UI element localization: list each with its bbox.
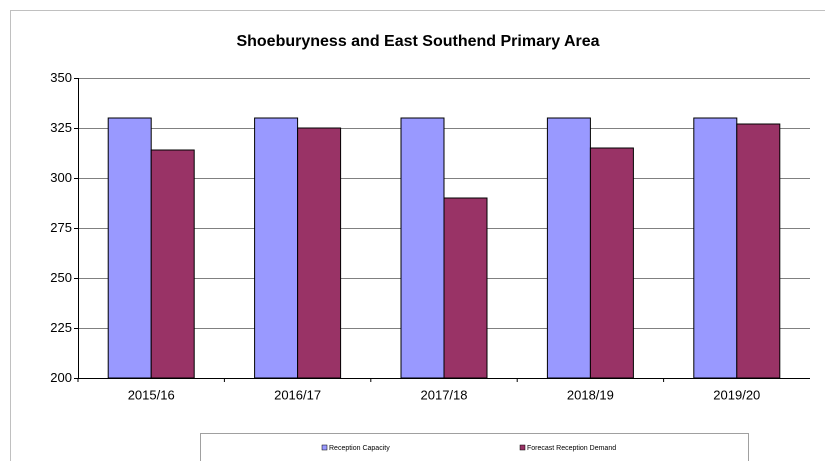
chart-title: Shoeburyness and East Southend Primary A… [236,33,599,50]
x-tick-label: 2015/16 [128,387,175,402]
bar [589,147,634,379]
bar [736,123,781,379]
legend-label: Forecast Reception Demand [527,445,616,452]
bar [443,197,488,379]
y-tick-label: 200 [50,370,72,385]
y-tick-label: 350 [50,70,72,85]
bar [546,117,591,379]
y-tick-label: 325 [50,120,72,135]
legend-swatch [321,444,328,451]
x-tick-label: 2019/20 [713,387,760,402]
y-tick-label: 300 [50,170,72,185]
legend-label: Reception Capacity [329,445,390,452]
x-tick-label: 2018/19 [567,387,614,402]
legend-box [200,433,749,461]
chart-frame [10,10,825,461]
bar [400,117,445,379]
legend-swatch [519,444,526,451]
y-tick-label: 275 [50,220,72,235]
x-tick-label: 2016/17 [274,387,321,402]
bar [107,117,152,379]
bar [254,117,299,379]
bar [150,149,195,379]
y-tick-label: 250 [50,270,72,285]
bar [693,117,738,379]
bar [297,127,342,379]
x-tick-label: 2017/18 [421,387,468,402]
y-tick-label: 225 [50,320,72,335]
